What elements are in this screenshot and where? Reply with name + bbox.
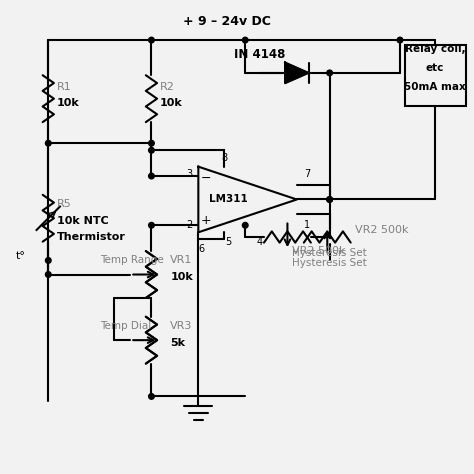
Text: 50mA max: 50mA max (404, 82, 466, 92)
Text: Relay coil,: Relay coil, (405, 45, 465, 55)
Text: 3: 3 (187, 169, 193, 179)
Text: 6: 6 (198, 244, 204, 254)
Text: 5: 5 (226, 237, 232, 247)
Text: Thermistor: Thermistor (57, 232, 126, 242)
Circle shape (242, 37, 248, 43)
Circle shape (327, 197, 332, 202)
Text: VR3: VR3 (170, 321, 192, 331)
Text: 10k: 10k (160, 99, 182, 109)
Text: t°: t° (16, 251, 25, 261)
Text: VR2 500k: VR2 500k (356, 225, 409, 235)
Text: Temp Dial: Temp Dial (100, 321, 151, 331)
Text: etc: etc (426, 63, 444, 73)
Circle shape (327, 70, 332, 76)
Circle shape (149, 37, 154, 43)
Circle shape (46, 272, 51, 277)
Text: 1: 1 (304, 220, 310, 230)
Circle shape (46, 140, 51, 146)
Circle shape (149, 140, 154, 146)
Circle shape (397, 37, 403, 43)
Text: LM311: LM311 (210, 194, 248, 204)
Text: Hysteresis Set: Hysteresis Set (292, 248, 367, 258)
Text: Temp Range: Temp Range (100, 255, 164, 265)
Text: IN 4148: IN 4148 (234, 48, 285, 61)
Text: R5: R5 (57, 199, 72, 209)
Text: + 9 – 24v DC: + 9 – 24v DC (182, 15, 270, 28)
Text: R2: R2 (160, 82, 175, 92)
Circle shape (149, 173, 154, 179)
Circle shape (149, 147, 154, 153)
Text: 8: 8 (221, 153, 227, 163)
Text: 5k: 5k (170, 337, 185, 347)
Text: 10k: 10k (170, 272, 193, 282)
Text: VR1: VR1 (170, 255, 192, 265)
Polygon shape (285, 63, 309, 83)
Text: R1: R1 (57, 82, 72, 92)
Text: VR2 500k: VR2 500k (292, 246, 346, 256)
Text: 10k NTC: 10k NTC (57, 216, 109, 226)
Circle shape (242, 222, 248, 228)
Circle shape (327, 197, 332, 202)
Text: −: − (201, 172, 211, 185)
Text: +: + (201, 214, 211, 227)
Circle shape (149, 222, 154, 228)
Text: Hysteresis Set: Hysteresis Set (292, 258, 367, 268)
Text: 4: 4 (256, 237, 262, 247)
Text: 10k: 10k (57, 99, 80, 109)
Text: 7: 7 (304, 169, 310, 179)
FancyBboxPatch shape (405, 45, 465, 106)
Circle shape (46, 258, 51, 263)
Text: 2: 2 (186, 220, 193, 230)
Circle shape (149, 393, 154, 399)
